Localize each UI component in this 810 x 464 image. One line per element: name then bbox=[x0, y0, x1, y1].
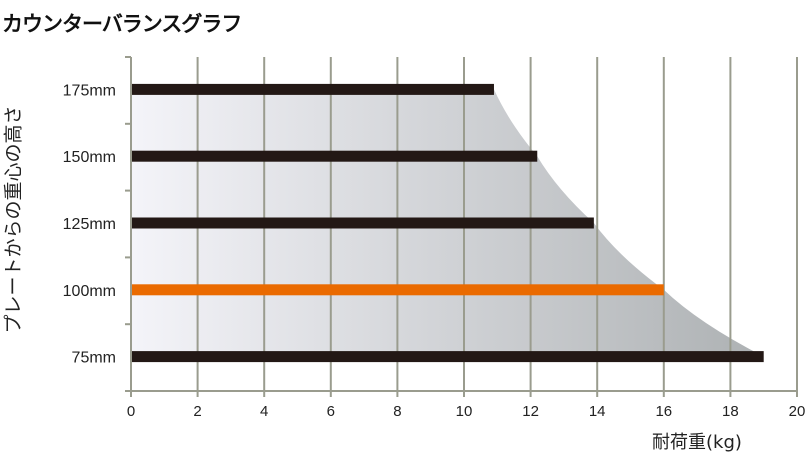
bar bbox=[132, 83, 494, 95]
y-category-label: 150mm bbox=[63, 149, 116, 166]
bar bbox=[132, 351, 764, 363]
y-category-label: 125mm bbox=[63, 216, 116, 233]
y-category-label: 75mm bbox=[72, 350, 116, 367]
x-tick-label: 20 bbox=[789, 403, 806, 420]
bar bbox=[132, 217, 594, 229]
y-category-label: 175mm bbox=[63, 82, 116, 99]
x-tick-label: 12 bbox=[522, 403, 539, 420]
x-tick-label: 14 bbox=[589, 403, 606, 420]
x-axis-label: 耐荷重(kg) bbox=[652, 432, 742, 453]
x-tick-label: 6 bbox=[327, 403, 335, 420]
x-tick-label: 2 bbox=[193, 403, 201, 420]
chart-title: カウンターバランスグラフ bbox=[2, 12, 242, 36]
y-category-label: 100mm bbox=[63, 283, 116, 300]
x-tick-label: 0 bbox=[127, 403, 135, 420]
x-tick-label: 18 bbox=[722, 403, 739, 420]
x-tick-label: 10 bbox=[456, 403, 473, 420]
bar-highlight bbox=[132, 284, 664, 296]
x-tick-label: 4 bbox=[260, 403, 268, 420]
x-tick-label: 8 bbox=[393, 403, 401, 420]
bar bbox=[132, 150, 538, 162]
x-tick-label: 16 bbox=[655, 403, 672, 420]
